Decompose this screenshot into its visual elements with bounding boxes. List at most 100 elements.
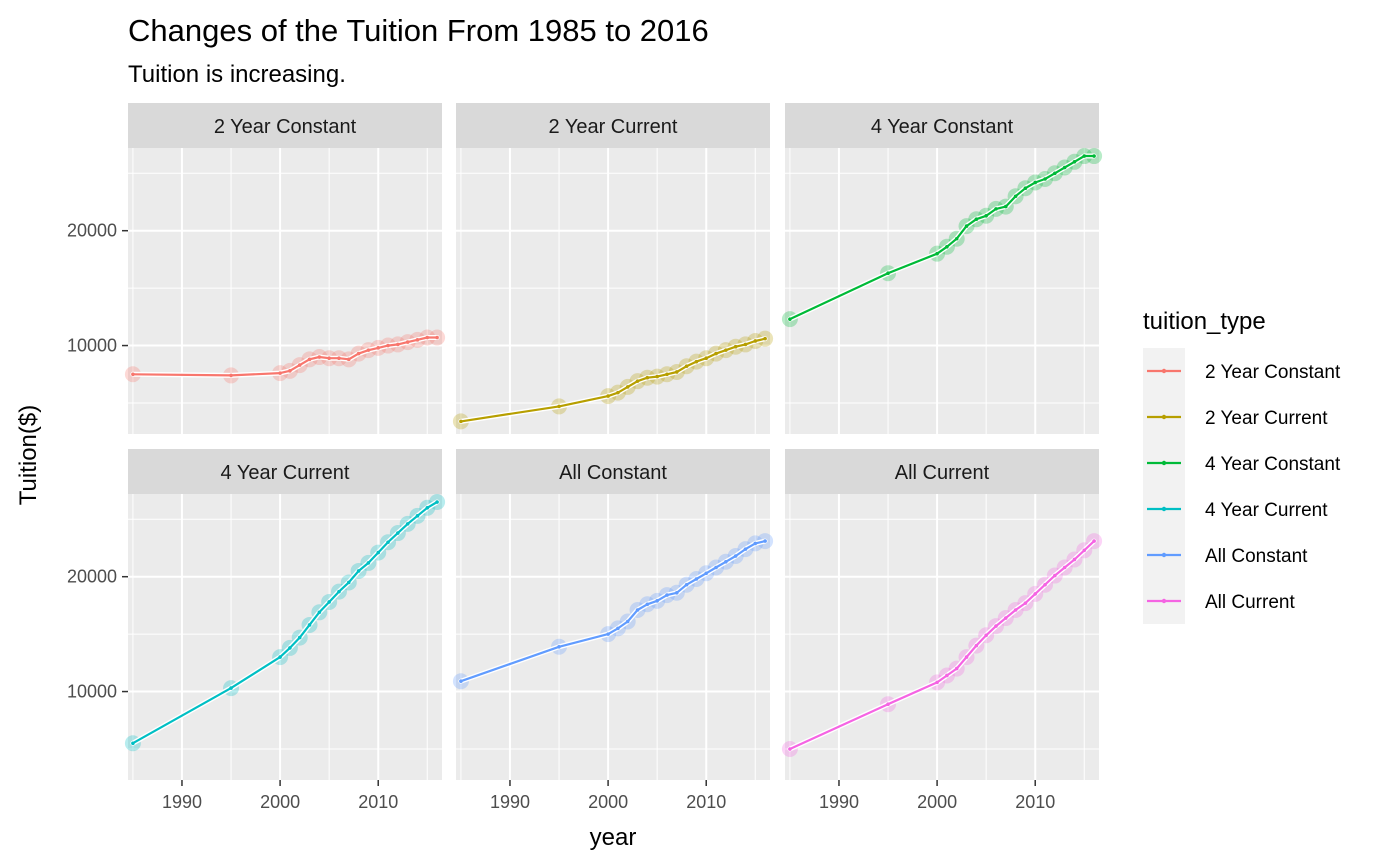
data-point <box>557 644 561 649</box>
data-point <box>964 224 969 228</box>
data-point <box>1082 548 1087 553</box>
data-point <box>1003 204 1008 209</box>
x-tick-label: 1990 <box>819 792 859 812</box>
data-point <box>724 559 728 564</box>
data-point <box>606 394 610 398</box>
data-point <box>954 236 959 241</box>
panel-background <box>456 494 770 780</box>
legend-key-point <box>1161 506 1167 512</box>
data-point <box>346 580 351 585</box>
legend-key-point <box>1161 368 1167 374</box>
data-point <box>386 343 390 348</box>
facet-strip-label: All Current <box>895 462 990 484</box>
data-point <box>743 547 748 551</box>
data-point <box>625 385 630 389</box>
data-point <box>1013 194 1018 199</box>
data-point <box>435 335 439 340</box>
x-tick-label: 2010 <box>1015 792 1055 812</box>
legend: tuition_type 2 Year Constant 2 Year Curre… <box>1143 308 1341 624</box>
data-point <box>415 338 420 342</box>
data-point <box>1072 159 1077 164</box>
data-point <box>743 342 748 347</box>
data-point <box>645 602 650 607</box>
y-axes: 10000 20000 10000 20000 <box>67 221 128 702</box>
data-point <box>317 355 322 359</box>
facet-strip <box>456 449 770 494</box>
data-point <box>616 390 620 395</box>
x-tick-label: 2010 <box>686 792 726 812</box>
data-point <box>327 600 331 604</box>
data-point <box>935 251 939 256</box>
legend-key-background <box>1143 348 1185 624</box>
facet-strip-label: All Constant <box>559 462 667 484</box>
data-point <box>935 680 939 685</box>
data-point <box>356 351 361 356</box>
y-tick-label: 20000 <box>67 567 117 587</box>
data-point <box>704 356 709 360</box>
legend-key-point <box>1161 552 1167 558</box>
data-point <box>616 626 620 631</box>
data-point <box>229 373 233 378</box>
facet-panels: 2 Year Constant 2 Year Current 4 Year Cons… <box>124 103 1103 780</box>
data-point <box>1013 608 1018 612</box>
data-point <box>435 500 439 504</box>
data-point <box>714 565 718 570</box>
x-tick-label: 2000 <box>917 792 957 812</box>
facet-strip <box>785 103 1099 148</box>
data-point <box>278 371 282 375</box>
x-axis-title: year <box>590 824 637 851</box>
data-point <box>337 356 341 360</box>
data-point <box>684 582 689 587</box>
data-point <box>665 593 669 597</box>
data-point <box>376 346 381 350</box>
y-tick-label: 20000 <box>67 221 117 241</box>
data-point <box>288 369 292 373</box>
data-point <box>984 213 988 218</box>
facet-strip <box>128 449 442 494</box>
data-point <box>788 317 792 321</box>
chart-subtitle: Tuition is increasing. <box>128 61 346 88</box>
panel-background <box>128 148 442 434</box>
data-point <box>645 375 650 380</box>
x-tick-label: 2000 <box>588 792 628 812</box>
data-point <box>356 569 361 573</box>
x-tick-label: 1990 <box>490 792 530 812</box>
facet-strip <box>785 449 1099 494</box>
data-point <box>1062 565 1067 570</box>
legend-label: 4 Year Constant <box>1205 454 1341 475</box>
x-axes: 1990 2000 2010 1990 2000 2010 1990 2000 2010 <box>162 780 1055 812</box>
data-point <box>788 747 792 751</box>
legend-item-2-year-constant: 2 Year Constant <box>1147 362 1341 383</box>
data-point <box>459 419 463 424</box>
data-point <box>288 646 292 650</box>
legend-item-4-year-constant: 4 Year Constant <box>1147 454 1341 475</box>
data-point <box>1033 592 1038 596</box>
legend-key-point <box>1161 460 1167 466</box>
facet-strip-label: 4 Year Current <box>221 462 350 484</box>
data-point <box>984 633 988 638</box>
facet-panel-4-year-current: 4 Year Current <box>124 449 446 780</box>
legend-item-all-constant: All Constant <box>1147 546 1308 567</box>
panel-background <box>456 148 770 434</box>
data-point <box>635 608 640 612</box>
data-point <box>733 344 738 349</box>
facet-strip-label: 2 Year Constant <box>214 116 357 138</box>
data-point <box>625 619 630 624</box>
y-tick-label: 10000 <box>67 682 117 702</box>
facet-panel-4-year-constant: 4 Year Constant <box>781 103 1103 434</box>
data-point <box>694 359 699 364</box>
legend-item-all-current: All Current <box>1147 592 1295 613</box>
x-tick-label: 2010 <box>358 792 398 812</box>
data-point <box>733 554 738 558</box>
legend-item-2-year-current: 2 Year Current <box>1147 408 1328 429</box>
legend-key-point <box>1161 598 1167 604</box>
data-point <box>655 599 659 603</box>
data-point <box>1043 582 1047 587</box>
data-point <box>405 340 410 344</box>
data-point <box>763 539 767 543</box>
data-point <box>635 379 640 383</box>
facet-strip-label: 2 Year Current <box>549 116 678 138</box>
legend-label: All Current <box>1205 592 1295 613</box>
facet-panel-2-year-constant: 2 Year Constant <box>124 103 446 434</box>
x-tick-label: 2000 <box>260 792 300 812</box>
